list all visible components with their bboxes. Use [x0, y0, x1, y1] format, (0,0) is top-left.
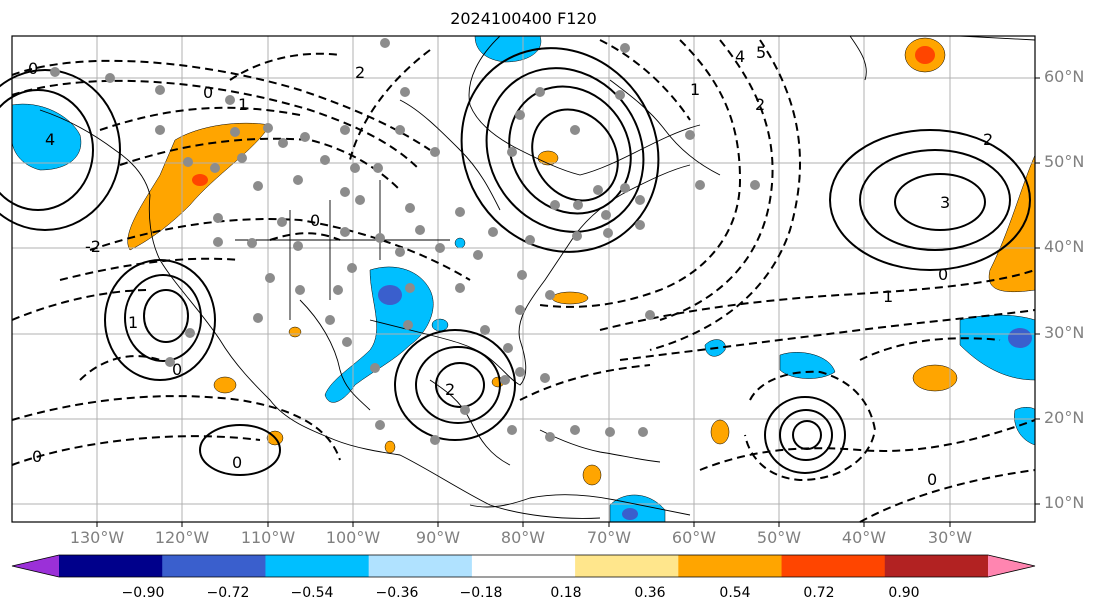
colorbar-tick-label: 0.54: [719, 585, 751, 601]
contour-label: 1: [690, 80, 700, 99]
colorbar-tick-label: −0.90: [121, 585, 165, 601]
colorbar-tick-label: −0.72: [206, 585, 250, 601]
colorbar: [11, 554, 1036, 578]
lat-label: 40°N: [1044, 237, 1085, 256]
lon-label: 120°W: [154, 528, 210, 547]
colorbar-segment: [368, 555, 473, 577]
lat-label: 30°N: [1044, 323, 1085, 342]
lon-label: 90°W: [415, 528, 461, 547]
contour-label: 0: [28, 59, 38, 78]
contour-label: 4: [45, 130, 55, 149]
colorbar-tick-label: 0.90: [888, 585, 920, 601]
lat-label: 10°N: [1044, 493, 1085, 512]
lon-label: 80°W: [500, 528, 546, 547]
contour-label: 0: [32, 447, 42, 466]
contour-label: 2: [755, 95, 765, 114]
lat-label: 60°N: [1044, 67, 1085, 86]
colorbar-tick-label: −0.36: [375, 585, 419, 601]
contour-label: 0: [938, 265, 948, 284]
colorbar-segment: [575, 555, 679, 577]
colorbar-tick-label: −0.18: [459, 585, 503, 601]
forecast-map: 0 0 0 0 0 0 0 0 1 1 1 1 2 2 2 2 3 4 4 5 …: [0, 35, 1040, 527]
contour-label: 2: [445, 380, 455, 399]
contour-label: 0: [172, 360, 182, 379]
axis-ticks: [96, 77, 1040, 527]
contours: [0, 39, 1036, 523]
lat-label: 20°N: [1044, 408, 1085, 427]
colorbar-segment: [471, 555, 576, 577]
colorbar-segment: [59, 555, 163, 577]
contour-label: 0: [232, 453, 242, 472]
colorbar-segment: [162, 555, 266, 577]
contour-label: 4: [735, 47, 745, 66]
anomaly-fills: [11, 35, 1036, 523]
lon-label: 40°W: [841, 528, 887, 547]
contour-label: 1: [128, 313, 138, 332]
lon-label: 110°W: [240, 528, 296, 547]
colorbar-tick-label: 0.18: [550, 585, 582, 601]
contour-label: 0: [310, 211, 320, 230]
lon-label: 50°W: [756, 528, 802, 547]
colorbar-tick-label: 0.72: [803, 585, 835, 601]
contour-label: 2: [983, 130, 993, 149]
contour-label: 1: [238, 95, 248, 114]
map-title: 2024100400 F120: [450, 9, 597, 28]
lon-label: 30°W: [927, 528, 973, 547]
contour-label: 5: [756, 43, 766, 62]
colorbar-extend-low: [12, 555, 59, 577]
contour-label: 2: [355, 63, 365, 82]
lon-label: 100°W: [325, 528, 381, 547]
colorbar-segment: [781, 555, 886, 577]
lon-label: 130°W: [69, 528, 125, 547]
colorbar-tick-label: −0.54: [290, 585, 334, 601]
colorbar-segment: [884, 555, 989, 577]
lat-label: 50°N: [1044, 152, 1085, 171]
lon-label: 60°W: [671, 528, 717, 547]
contour-label: 1: [883, 287, 893, 306]
colorbar-segment: [265, 555, 370, 577]
contour-value-labels: 0 0 0 0 0 0 0 0 1 1 1 1 2 2 2 2 3 4 4 5 …: [28, 43, 993, 489]
contour-label: 0: [203, 83, 213, 102]
colorbar-segment: [678, 555, 783, 577]
colorbar-outline: [11, 554, 1036, 578]
coastlines: [39, 35, 1036, 519]
station-markers: [50, 38, 760, 445]
contour-label: 3: [940, 193, 950, 212]
contour-label: -2: [85, 237, 101, 256]
lon-label: 70°W: [586, 528, 632, 547]
contour-label: 0: [927, 470, 937, 489]
colorbar-extend-high: [988, 555, 1035, 577]
colorbar-tick-label: 0.36: [634, 585, 666, 601]
